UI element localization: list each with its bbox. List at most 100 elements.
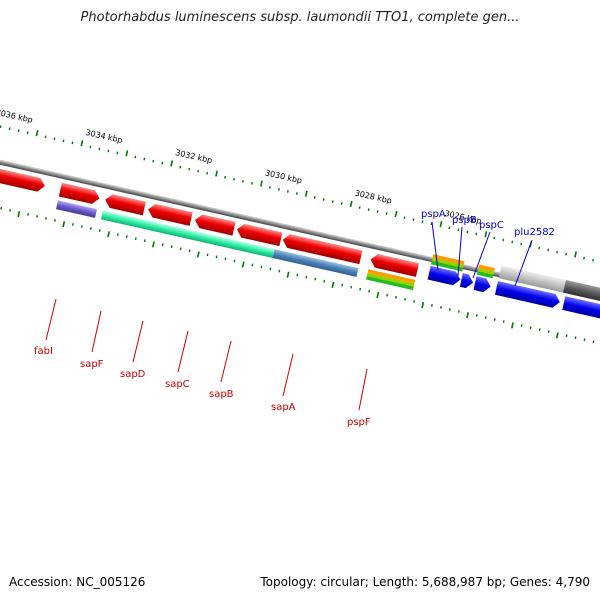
minor-tick bbox=[448, 308, 451, 311]
minor-tick bbox=[314, 277, 317, 281]
minor-tick bbox=[385, 212, 388, 216]
gene-arrow-pspA[interactable] bbox=[427, 265, 462, 287]
minor-tick bbox=[376, 210, 379, 214]
feature-bar[interactable] bbox=[498, 265, 566, 293]
minor-tick bbox=[295, 192, 298, 195]
gene-arrow[interactable] bbox=[0, 166, 46, 193]
gene-arrow-sapD[interactable] bbox=[147, 203, 193, 226]
minor-tick bbox=[233, 259, 236, 263]
accession-text: Accession: NC_005126 bbox=[9, 575, 146, 589]
gene-arrow-sapC[interactable] bbox=[193, 213, 236, 236]
minor-tick bbox=[197, 169, 200, 173]
gene-label-sapB[interactable]: sapB bbox=[209, 389, 234, 400]
feature-bar[interactable] bbox=[432, 254, 465, 265]
minor-tick bbox=[269, 267, 272, 271]
scale-label: 3030 kbp bbox=[264, 168, 303, 185]
major-tick bbox=[331, 281, 335, 288]
minor-tick bbox=[224, 257, 227, 261]
minor-tick bbox=[215, 255, 218, 259]
minor-tick bbox=[260, 265, 263, 269]
minor-tick bbox=[511, 240, 514, 244]
gene-arrow-plu2582[interactable] bbox=[494, 281, 561, 309]
minor-tick bbox=[278, 269, 281, 273]
gene-arrow-sapA[interactable] bbox=[281, 233, 363, 265]
forward-strand bbox=[0, 166, 600, 322]
feature-bar[interactable] bbox=[56, 200, 98, 218]
major-tick bbox=[466, 312, 469, 319]
minor-tick bbox=[592, 340, 595, 344]
minor-tick bbox=[313, 196, 316, 199]
major-tick bbox=[439, 221, 443, 228]
major-tick bbox=[215, 170, 218, 177]
feature-bar[interactable] bbox=[563, 279, 600, 304]
minor-tick bbox=[520, 324, 523, 327]
gene-label-pspA[interactable]: pspA bbox=[421, 209, 446, 220]
scale-label: 3028 kbp bbox=[354, 189, 393, 206]
gene-arrow[interactable] bbox=[562, 296, 600, 322]
minor-tick bbox=[206, 253, 209, 257]
minor-tick bbox=[179, 247, 182, 251]
minor-tick bbox=[502, 320, 505, 323]
minor-tick bbox=[53, 137, 56, 141]
gene-label-sapC[interactable]: sapC bbox=[165, 379, 190, 390]
minor-tick bbox=[547, 330, 550, 334]
feature-bar[interactable] bbox=[477, 267, 495, 275]
feature-bar[interactable] bbox=[478, 264, 495, 272]
gene-label-sapD[interactable]: sapD bbox=[120, 369, 146, 380]
minor-tick bbox=[0, 125, 2, 129]
minor-tick bbox=[224, 175, 227, 179]
minor-tick bbox=[413, 299, 415, 303]
gene-arrow-pspC[interactable] bbox=[473, 276, 492, 293]
gene-arrow-pspB[interactable] bbox=[459, 273, 475, 289]
feature-bar[interactable] bbox=[431, 261, 464, 272]
minor-tick bbox=[54, 219, 56, 222]
gene-arrow-sapB[interactable] bbox=[235, 223, 283, 247]
minor-tick bbox=[386, 293, 389, 297]
gene-label-pspB[interactable]: pspB bbox=[452, 215, 477, 226]
feature-bar[interactable] bbox=[272, 249, 359, 277]
feature-bar[interactable] bbox=[367, 269, 416, 284]
gene-label-sapF[interactable]: sapF bbox=[80, 359, 104, 370]
gene-label-pspF[interactable]: pspF bbox=[347, 417, 371, 428]
genome-summary-text: Topology: circular; Length: 5,688,987 bp… bbox=[260, 575, 590, 589]
minor-tick bbox=[592, 258, 594, 262]
minor-tick bbox=[179, 165, 182, 169]
minor-tick bbox=[268, 186, 271, 189]
gene-arrow-sapF[interactable] bbox=[104, 193, 146, 216]
minor-tick bbox=[98, 147, 101, 151]
major-tick bbox=[304, 190, 308, 197]
minor-tick bbox=[367, 208, 370, 212]
minor-tick bbox=[71, 141, 74, 145]
major-tick bbox=[17, 210, 21, 218]
feature-bar[interactable] bbox=[366, 272, 415, 287]
feature-bar[interactable] bbox=[431, 257, 464, 269]
major-tick bbox=[107, 231, 110, 238]
gene-arrow-pspF[interactable] bbox=[369, 253, 419, 277]
minor-tick bbox=[8, 127, 11, 131]
gene-label-pspC[interactable]: pspC bbox=[479, 220, 504, 231]
feature-bar[interactable] bbox=[100, 210, 275, 258]
minor-tick bbox=[565, 334, 568, 338]
gene-label-fabI[interactable]: fabI bbox=[34, 346, 53, 357]
gene-label-plu2582[interactable]: plu2582 bbox=[514, 227, 555, 238]
major-tick bbox=[241, 261, 245, 268]
feature-bar[interactable] bbox=[366, 276, 414, 291]
minor-tick bbox=[116, 233, 119, 236]
minor-tick bbox=[143, 239, 146, 243]
minor-tick bbox=[134, 155, 137, 159]
minor-tick bbox=[457, 310, 460, 313]
major-tick bbox=[259, 180, 263, 187]
gene-arrow-fabI-neighbor[interactable] bbox=[58, 182, 101, 205]
minor-tick bbox=[358, 206, 361, 209]
minor-tick bbox=[116, 151, 119, 155]
minor-tick bbox=[412, 218, 415, 222]
minor-tick bbox=[583, 338, 586, 342]
minor-tick bbox=[98, 229, 101, 232]
feature-bar[interactable] bbox=[476, 271, 494, 279]
gene-label-sapA[interactable]: sapA bbox=[271, 402, 296, 413]
minor-tick bbox=[331, 200, 334, 203]
minor-tick bbox=[27, 212, 30, 216]
minor-tick bbox=[26, 131, 29, 135]
minor-tick bbox=[80, 225, 83, 228]
